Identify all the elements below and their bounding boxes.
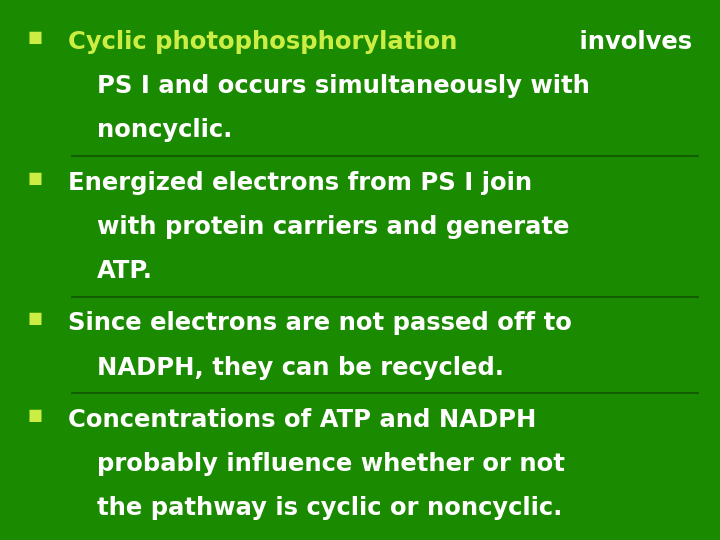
Text: NADPH, they can be recycled.: NADPH, they can be recycled.: [97, 356, 504, 380]
Text: ■: ■: [27, 30, 42, 45]
Text: probably influence whether or not: probably influence whether or not: [97, 452, 565, 476]
Text: with protein carriers and generate: with protein carriers and generate: [97, 215, 570, 239]
Text: Since electrons are not passed off to: Since electrons are not passed off to: [68, 312, 572, 335]
Text: Concentrations of ATP and NADPH: Concentrations of ATP and NADPH: [68, 408, 537, 432]
Text: noncyclic.: noncyclic.: [97, 118, 233, 142]
Text: ■: ■: [27, 312, 42, 326]
Text: involves: involves: [571, 30, 692, 53]
Text: ATP.: ATP.: [97, 259, 153, 283]
Text: PS I and occurs simultaneously with: PS I and occurs simultaneously with: [97, 74, 590, 98]
Text: ■: ■: [27, 408, 42, 423]
Text: ■: ■: [27, 171, 42, 186]
Text: Cyclic photophosphorylation: Cyclic photophosphorylation: [68, 30, 458, 53]
Text: Energized electrons from PS I join: Energized electrons from PS I join: [68, 171, 533, 194]
Text: the pathway is cyclic or noncyclic.: the pathway is cyclic or noncyclic.: [97, 496, 562, 521]
